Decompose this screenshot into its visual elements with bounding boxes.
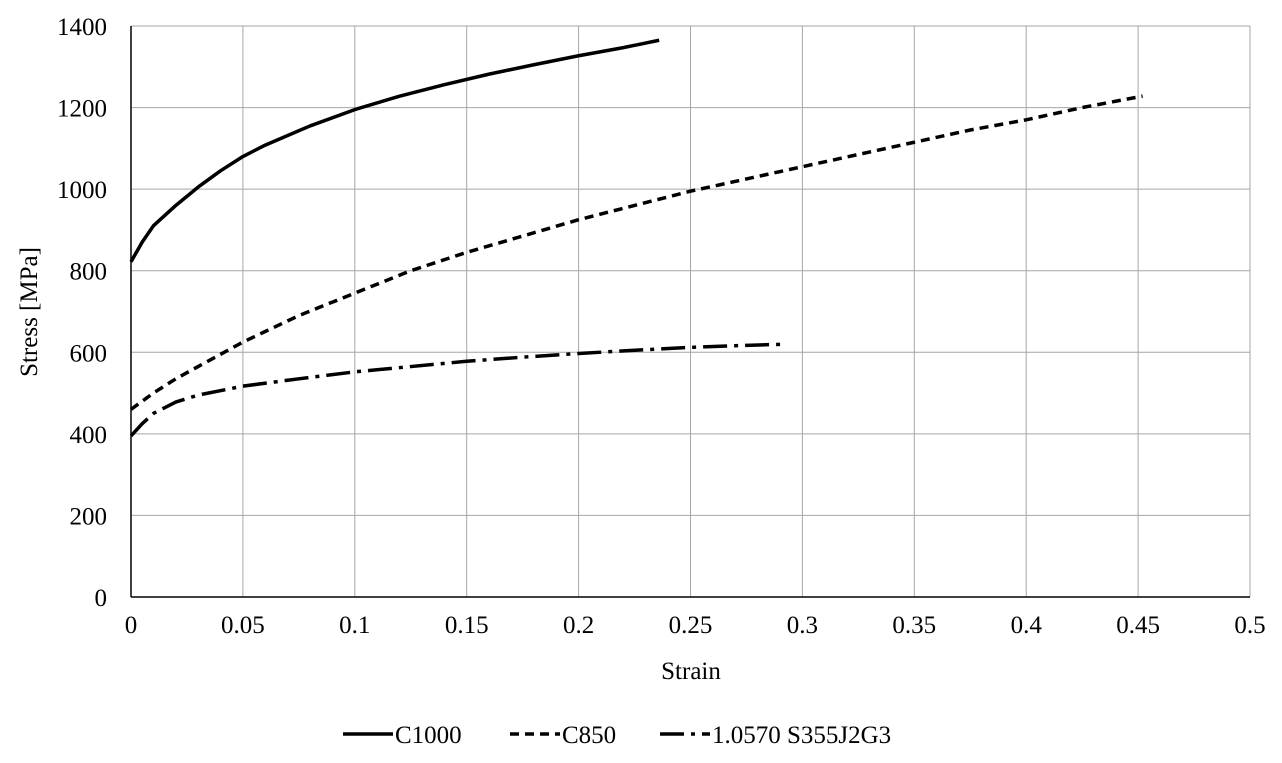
x-tick-label: 0.3 — [787, 612, 818, 639]
y-tick-label: 0 — [95, 585, 108, 612]
y-tick-label: 800 — [70, 259, 108, 286]
x-tick-label: 0.15 — [445, 612, 489, 639]
axis-layer — [130, 26, 1250, 598]
legend-label-0: C1000 — [395, 722, 462, 749]
legend-label-2: 1.0570 S355J2G3 — [712, 722, 891, 749]
x-tick-label: 0.45 — [1116, 612, 1160, 639]
x-tick-label: 0.25 — [669, 612, 713, 639]
grid-layer — [130, 25, 1251, 598]
x-tick-label: 0.1 — [339, 612, 370, 639]
y-tick-label: 400 — [70, 422, 108, 449]
series-layer — [129, 38, 1143, 438]
x-tick-label: 0 — [125, 612, 138, 639]
x-axis-title: Strain — [661, 658, 721, 685]
x-tick-label: 0.2 — [563, 612, 594, 639]
y-tick-label: 600 — [70, 340, 108, 367]
x-tick-label: 0.5 — [1234, 612, 1265, 639]
legend-label-1: C850 — [562, 722, 616, 749]
series-line-0 — [129, 38, 660, 263]
x-tick-label: 0.35 — [892, 612, 936, 639]
x-tick-label: 0.05 — [221, 612, 265, 639]
series-line-1 — [129, 94, 1143, 411]
y-tick-label: 1000 — [57, 177, 107, 204]
y-axis-title: Stress [MPa] — [16, 247, 43, 377]
legend: C1000 C850 1.0570 S355J2G3 — [343, 722, 891, 749]
series-line-2 — [129, 342, 787, 438]
y-tick-label: 1400 — [57, 14, 107, 41]
tick-layer: 0 0.05 0.1 0.15 0.2 0.25 0.3 0.35 0.4 0.45 0.5 0 200… — [57, 14, 1266, 639]
y-tick-label: 200 — [70, 503, 108, 530]
x-tick-label: 0.4 — [1011, 612, 1043, 639]
y-tick-label: 1200 — [57, 96, 107, 123]
